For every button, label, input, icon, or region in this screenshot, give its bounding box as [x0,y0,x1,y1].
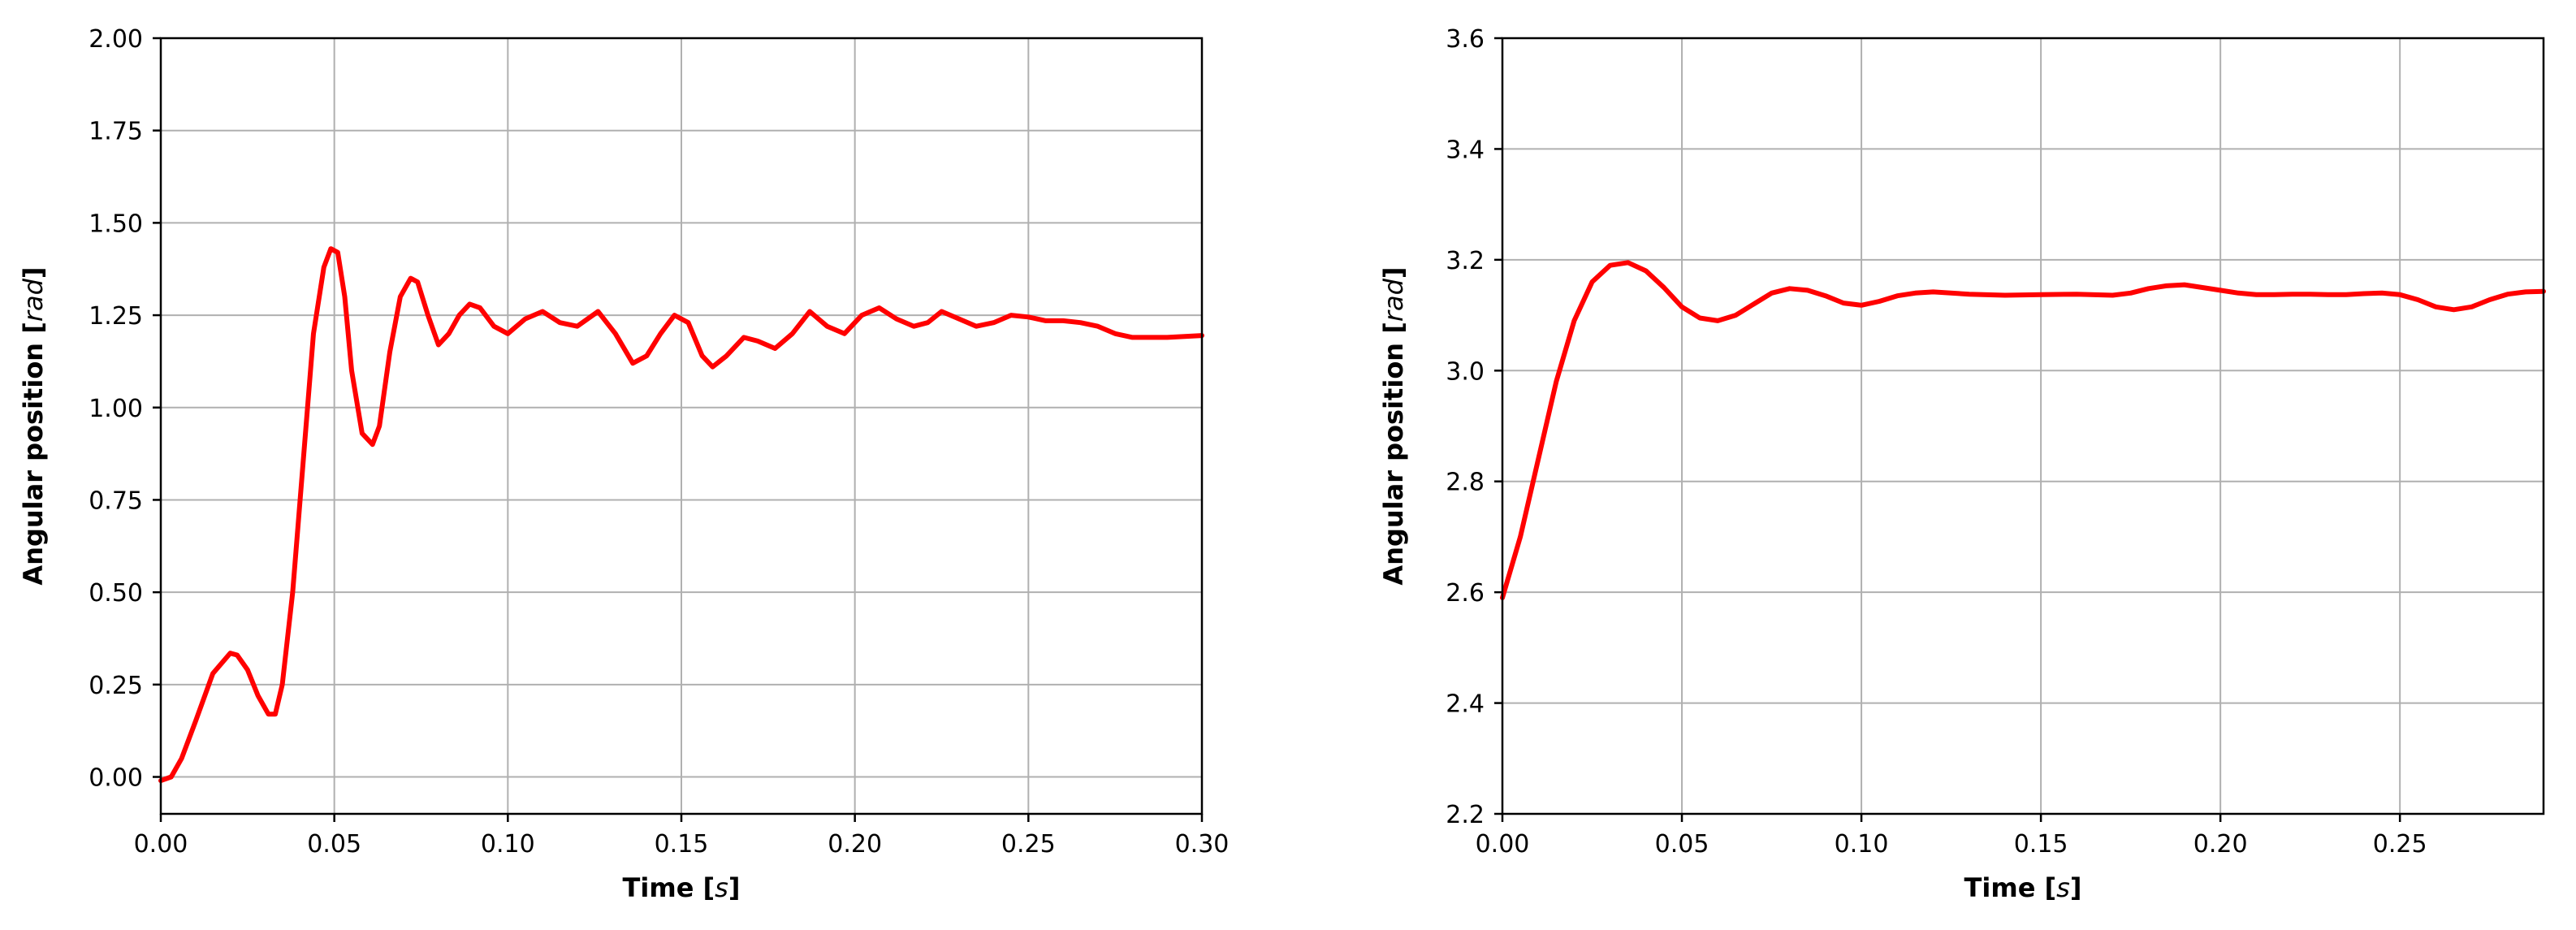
x-tick-label: 0.30 [1175,830,1230,859]
x-tick-label: 0.05 [307,830,361,859]
x-tick-label: 0.20 [828,830,882,859]
y-tick-label: 2.4 [1446,690,1485,719]
y-tick-label: 3.4 [1446,136,1485,164]
y-tick-label: 2.6 [1446,579,1485,608]
x-tick-label: 0.15 [2014,830,2068,859]
x-tick-label: 0.10 [1835,830,1889,859]
y-tick-label: 2.8 [1446,469,1485,497]
y-tick-label: 0.75 [89,487,143,515]
x-tick-label: 0.25 [2373,830,2427,859]
y-tick-label: 0.25 [89,672,143,700]
x-tick-label: 0.05 [1655,830,1709,859]
chart-right: 0.00 0.05 0.10 0.15 0.20 0.25 2.2 2.4 2.6 2.8 3.0 3… [1378,25,2546,903]
plot-frame [159,37,1204,815]
y-axis-label: Angular position [rad] [1378,266,1409,585]
y-tick-label: 2.2 [1446,801,1485,829]
x-axis-label: Time [s] [1964,872,2082,903]
x-tick-label: 0.10 [481,830,535,859]
y-axis-label-text: Angular position [18,343,49,586]
y-tick-label: 3.6 [1446,25,1485,54]
y-tick-label: 1.50 [89,210,143,238]
x-axis-unit: s [2056,872,2070,903]
y-tick-label: 3.2 [1446,247,1485,275]
x-tick-label: 0.15 [655,830,709,859]
x-tick-label: 0.00 [1476,830,1530,859]
series-line [158,246,1204,784]
plot-frame [1501,37,2545,815]
x-axis-label-text: Time [1964,872,2036,903]
chart-left: 0.00 0.05 0.10 0.15 0.20 0.25 0.30 0.00 0.25 0.50… [18,25,1229,903]
x-tick-label: 0.20 [2193,830,2248,859]
y-tick-label: 2.00 [89,25,143,54]
y-tick-label: 1.00 [89,395,143,423]
series-line [1500,260,2546,600]
y-axis-unit: rad [18,278,49,322]
y-tick-label: 3.0 [1446,357,1485,386]
x-tick-label: 0.25 [1001,830,1056,859]
y-axis-label-text: Angular position [1378,343,1409,586]
x-axis-label-text: Time [623,872,694,903]
y-tick-label: 0.50 [89,579,143,608]
y-tick-label: 1.75 [89,118,143,146]
y-tick-label: 0.00 [89,764,143,793]
y-tick-label: 1.25 [89,302,143,331]
y-axis-unit: rad [1378,278,1409,322]
x-tick-label: 0.00 [134,830,188,859]
x-axis-unit: s [715,872,728,903]
y-axis-label: Angular position [rad] [18,266,49,585]
x-axis-label: Time [s] [623,872,741,903]
